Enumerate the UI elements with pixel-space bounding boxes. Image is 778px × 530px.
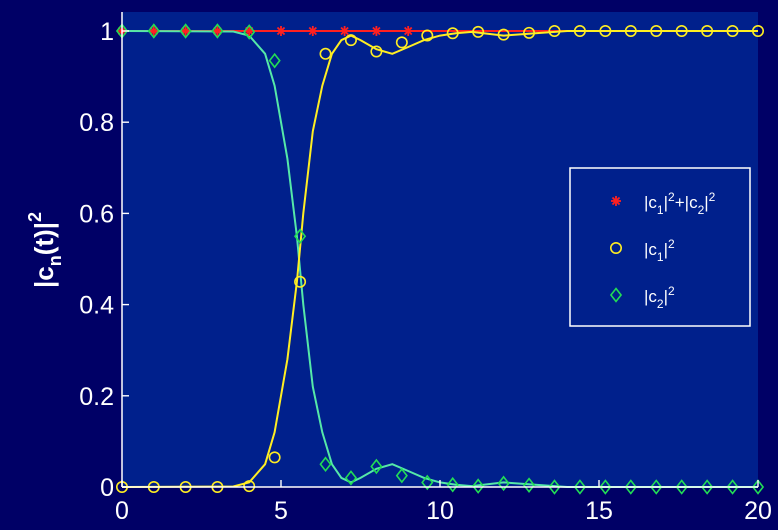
marker-c2 bbox=[211, 23, 224, 39]
marker-c1 bbox=[319, 47, 332, 60]
marker-c1 bbox=[268, 451, 281, 464]
y-tick-label: 0.6 bbox=[79, 200, 114, 228]
x-tick-label: 15 bbox=[585, 497, 613, 525]
marker-c1 bbox=[701, 24, 714, 37]
marker-c1 bbox=[344, 34, 357, 47]
marker-c2 bbox=[472, 478, 485, 494]
marker-c2 bbox=[548, 479, 561, 495]
marker-c2 bbox=[268, 52, 281, 69]
marker-c2 bbox=[701, 479, 714, 495]
marker-c1 bbox=[421, 29, 434, 42]
marker-c1 bbox=[370, 45, 383, 58]
marker-c2 bbox=[370, 458, 383, 475]
marker-c2 bbox=[650, 479, 663, 495]
marker-c2 bbox=[675, 479, 688, 495]
legend-marker-sum bbox=[611, 196, 621, 206]
marker-c1 bbox=[751, 24, 764, 37]
marker-sum bbox=[339, 26, 350, 36]
marker-c2 bbox=[446, 476, 459, 493]
marker-c1 bbox=[548, 24, 561, 37]
x-tick-label: 0 bbox=[115, 497, 129, 525]
marker-c2 bbox=[344, 470, 358, 486]
legend-label-c1: |c1|2 bbox=[644, 237, 675, 264]
marker-c2 bbox=[751, 479, 765, 495]
marker-c1 bbox=[446, 27, 459, 40]
y-axis-label: |cn(t)|2 bbox=[25, 212, 65, 288]
marker-c1 bbox=[726, 24, 739, 37]
marker-c2 bbox=[573, 479, 587, 495]
marker-sum bbox=[180, 26, 191, 36]
x-tick-label: 5 bbox=[274, 497, 288, 525]
marker-c1 bbox=[650, 24, 663, 37]
marker-sum bbox=[371, 26, 382, 36]
marker-sum bbox=[148, 26, 159, 36]
ticks-layer: 00.20.40.60.810 5 10 15 20 bbox=[79, 18, 772, 525]
marker-c1 bbox=[675, 24, 688, 37]
legend-marker-c2 bbox=[609, 287, 623, 303]
marker-sum bbox=[307, 26, 318, 36]
x-tick-label: 20 bbox=[744, 497, 772, 525]
marker-c2 bbox=[179, 23, 192, 39]
marker-c2 bbox=[624, 479, 637, 495]
marker-c1 bbox=[243, 480, 256, 493]
marker-c2 bbox=[497, 475, 510, 492]
y-tick-label: 0.2 bbox=[79, 383, 114, 411]
marker-c2 bbox=[599, 479, 612, 495]
marker-c2 bbox=[319, 456, 332, 473]
y-tick-label: 0.8 bbox=[79, 109, 114, 137]
marker-c2 bbox=[726, 479, 739, 495]
marker-c2 bbox=[293, 228, 307, 245]
legend-label-sum: |c1|2+|c2|2 bbox=[644, 190, 716, 217]
marker-c1 bbox=[294, 275, 307, 288]
series-line-c1 bbox=[121, 30, 758, 488]
marker-c2 bbox=[243, 24, 256, 40]
marker-sum bbox=[276, 26, 286, 36]
marker-c1 bbox=[599, 24, 612, 37]
legend-label-c2: |c2|2 bbox=[644, 284, 675, 311]
marker-c1 bbox=[395, 36, 408, 49]
x-tick-label: 10 bbox=[426, 497, 454, 525]
marker-c1 bbox=[573, 24, 586, 37]
marker-sum bbox=[403, 26, 414, 36]
marker-c1 bbox=[624, 24, 637, 37]
y-tick-label: 1 bbox=[100, 18, 114, 46]
y-tick-label: 0 bbox=[100, 474, 114, 502]
y-axis-label-text: |cn(t)|2 bbox=[25, 212, 65, 288]
marker-c2 bbox=[421, 474, 434, 491]
marker-c2 bbox=[395, 467, 408, 484]
legend: |c1|2+|c2|2 |c1|2 |c2|2 bbox=[569, 167, 751, 327]
marker-c1 bbox=[497, 28, 510, 41]
marker-c2 bbox=[522, 477, 536, 493]
marker-sum bbox=[212, 26, 223, 36]
marker-c1 bbox=[472, 25, 485, 38]
legend-box bbox=[569, 167, 751, 327]
marker-c2 bbox=[147, 23, 160, 39]
legend-marker-c1 bbox=[609, 242, 622, 255]
marker-c1 bbox=[523, 26, 536, 39]
y-tick-label: 0.4 bbox=[79, 292, 114, 320]
